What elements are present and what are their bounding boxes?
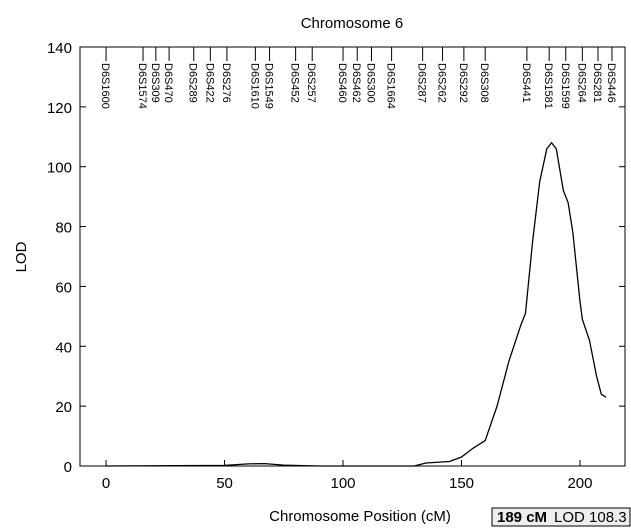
y-tick-label: 80 <box>55 220 72 237</box>
y-tick-label: 100 <box>47 160 72 177</box>
marker-label: D6S257 <box>305 63 317 103</box>
y-tick-label: 120 <box>47 100 72 117</box>
marker-label: D6S281 <box>591 63 603 103</box>
y-tick-label: 0 <box>64 459 72 476</box>
marker-label: D6S441 <box>520 63 532 103</box>
chart-title: Chromosome 6 <box>301 15 404 32</box>
marker-label: D6S1664 <box>385 63 397 109</box>
lod-curve <box>106 141 607 467</box>
x-tick-label: 50 <box>216 475 233 492</box>
marker-label: D6S446 <box>605 63 617 103</box>
marker-label: D6S1600 <box>99 63 111 109</box>
marker-label: D6S309 <box>149 63 161 103</box>
marker-label: D6S462 <box>350 63 362 103</box>
marker-label: D6S422 <box>203 63 215 103</box>
marker-label: D6S287 <box>416 63 428 103</box>
x-tick-label: 200 <box>567 475 592 492</box>
annotation-position: 189 cM <box>497 509 547 526</box>
x-tick-label: 0 <box>102 475 110 492</box>
marker-label: D6S460 <box>336 63 348 103</box>
marker-label: D6S470 <box>162 63 174 103</box>
marker-label: D6S452 <box>289 63 301 103</box>
marker-label: D6S289 <box>187 63 199 103</box>
marker-label: D6S264 <box>575 63 587 103</box>
y-tick-label: 140 <box>47 40 72 57</box>
marker-label: D6S300 <box>364 63 376 103</box>
marker-label: D6S308 <box>478 63 490 103</box>
marker-label: D6S1599 <box>559 63 571 109</box>
marker-label: D6S276 <box>220 63 232 103</box>
y-tick-label: 60 <box>55 279 72 296</box>
y-tick-label: 40 <box>55 339 72 356</box>
marker-label: D6S1581 <box>542 63 554 109</box>
marker-label: D6S1574 <box>136 63 148 109</box>
y-tick-label: 20 <box>55 399 72 416</box>
marker-label: D6S1610 <box>248 63 260 109</box>
y-axis-label: LOD <box>13 241 30 272</box>
annotation-lod: LOD 108.3 <box>554 509 627 526</box>
x-axis-label: Chromosome Position (cM) <box>269 508 451 525</box>
marker-label: D6S262 <box>436 63 448 103</box>
plot-frame <box>79 46 626 467</box>
marker-label: D6S1549 <box>263 63 275 109</box>
x-tick-label: 150 <box>449 475 474 492</box>
marker-label: D6S292 <box>457 63 469 103</box>
annotation-box <box>491 507 631 527</box>
x-tick-label: 100 <box>331 475 356 492</box>
